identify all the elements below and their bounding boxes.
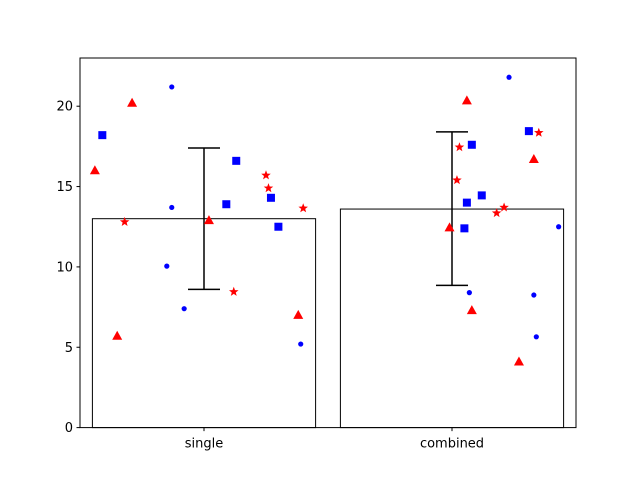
single-star-point (229, 286, 239, 296)
y-tick-label: 20 (56, 100, 73, 115)
combined-square-point (477, 191, 486, 200)
single-circle-point (181, 306, 187, 312)
points-layer (89, 74, 562, 366)
combined-triangle-point (528, 154, 539, 164)
error-bar-combined (436, 131, 468, 287)
plot-frame (79, 57, 577, 429)
single-triangle-point (112, 330, 123, 340)
errorbar-layer (188, 131, 468, 291)
combined-star-point (491, 208, 502, 218)
single-star-point (261, 170, 271, 180)
single-star-point (263, 183, 274, 193)
combined-star-point (499, 202, 509, 212)
single-square-point (266, 193, 275, 202)
x-tick-label-single: single (185, 437, 224, 452)
y-tick-label: 10 (56, 260, 73, 275)
combined-star-point (454, 142, 465, 152)
single-circle-point (169, 84, 175, 90)
combined-triangle-point (466, 305, 477, 315)
single-square-point (232, 156, 241, 165)
single-square-point (222, 200, 231, 209)
single-star-point (119, 216, 130, 226)
combined-triangle-point (461, 95, 472, 105)
single-circle-point (164, 263, 170, 269)
single-square-point (98, 131, 107, 140)
combined-square-point (467, 140, 476, 149)
single-star-point (298, 203, 308, 213)
combined-triangle-point (444, 222, 455, 232)
combined-circle-point (466, 290, 472, 296)
combined-star-point (534, 127, 544, 137)
y-tick-label: 15 (56, 180, 73, 195)
combined-square-point (462, 198, 471, 207)
single-square-point (274, 222, 283, 231)
x-tick-label-combined: combined (420, 437, 484, 452)
single-triangle-point (203, 215, 214, 225)
combined-circle-point (506, 74, 512, 80)
combined-square-point (524, 127, 533, 136)
y-tick-label: 5 (65, 341, 73, 356)
combined-square-point (460, 224, 469, 233)
combined-triangle-point (513, 356, 524, 366)
error-bar-single (188, 147, 220, 291)
single-circle-point (169, 204, 175, 211)
combined-circle-point (531, 292, 537, 298)
single-triangle-point (89, 165, 100, 175)
combined-circle-point (533, 334, 539, 340)
single-triangle-point (127, 97, 138, 107)
x-axis: single combined (185, 427, 484, 452)
y-tick-label: 0 (65, 421, 73, 436)
single-circle-point (298, 341, 304, 347)
bars-layer (91, 208, 565, 429)
combined-circle-point (556, 224, 562, 230)
combined-star-point (452, 175, 462, 185)
y-axis: 0 5 10 15 20 (56, 100, 80, 436)
single-triangle-point (293, 309, 304, 319)
